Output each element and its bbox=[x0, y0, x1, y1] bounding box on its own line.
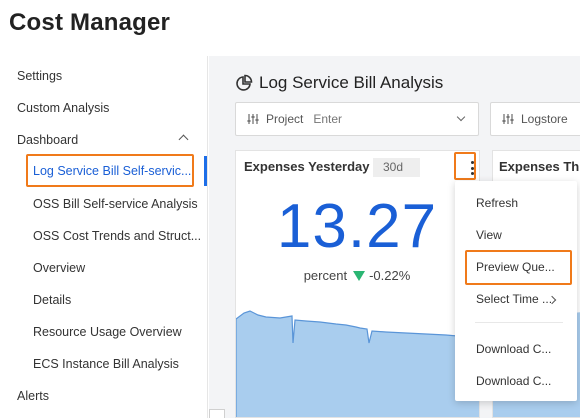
menu-item-preview-query[interactable]: Preview Que... bbox=[476, 260, 555, 274]
logstore-filter[interactable]: Logstore bbox=[490, 102, 580, 136]
sidebar-item-resource-usage[interactable]: Resource Usage Overview bbox=[0, 319, 208, 345]
menu-item-view[interactable]: View bbox=[476, 228, 502, 242]
chevron-up-icon bbox=[178, 134, 189, 145]
sidebar-item-log-service-bill[interactable]: Log Service Bill Self-servic... bbox=[0, 158, 208, 184]
more-options-icon[interactable] bbox=[464, 159, 479, 177]
filter-icon bbox=[502, 114, 514, 124]
sidebar-item-label: OSS Bill Self-service Analysis bbox=[33, 197, 198, 211]
chevron-down-icon[interactable] bbox=[456, 112, 466, 122]
pie-chart-icon bbox=[236, 74, 253, 91]
card-options-menu: Refresh View Preview Que... Select Time … bbox=[455, 181, 577, 401]
sidebar-item-ecs-instance-bill[interactable]: ECS Instance Bill Analysis bbox=[0, 351, 208, 377]
sidebar-item-overview[interactable]: Overview bbox=[0, 255, 208, 281]
app-title: Cost Manager bbox=[9, 9, 171, 36]
sidebar-item-label: Custom Analysis bbox=[17, 101, 110, 115]
page-header: Log Service Bill Analysis bbox=[235, 72, 443, 94]
filter-icon bbox=[247, 114, 259, 124]
menu-item-refresh[interactable]: Refresh bbox=[476, 196, 519, 210]
filter-label: Logstore bbox=[521, 112, 568, 126]
sidebar-item-alerts[interactable]: Alerts bbox=[0, 383, 208, 409]
expenses-yesterday-card: Expenses Yesterday 30d 13.27 percent -0.2… bbox=[235, 150, 480, 418]
menu-item-select-time[interactable]: Select Time ... bbox=[455, 285, 577, 313]
delta-label: percent bbox=[303, 268, 348, 283]
period-badge: 30d bbox=[373, 158, 420, 177]
sidebar: Settings Custom Analysis Dashboard Log S… bbox=[0, 56, 208, 418]
sidebar-item-settings[interactable]: Settings bbox=[0, 63, 208, 89]
menu-item-download-1[interactable]: Download C... bbox=[476, 342, 552, 356]
menu-divider bbox=[475, 322, 563, 323]
sidebar-item-label: Overview bbox=[33, 261, 86, 275]
sidebar-item-label: OSS Cost Trends and Struct... bbox=[33, 229, 202, 243]
active-indicator bbox=[204, 156, 207, 186]
project-input[interactable] bbox=[313, 112, 434, 126]
sidebar-item-oss-cost-trends[interactable]: OSS Cost Trends and Struct... bbox=[0, 223, 208, 249]
menu-item-download-2[interactable]: Download C... bbox=[476, 374, 552, 388]
trend-down-icon bbox=[353, 271, 366, 281]
sidebar-item-label: Settings bbox=[17, 69, 63, 83]
sidebar-item-label: Dashboard bbox=[17, 133, 79, 147]
card-title: Expenses Thi bbox=[499, 159, 580, 174]
sidebar-item-custom-analysis[interactable]: Custom Analysis bbox=[0, 95, 208, 121]
expense-trend-area-chart bbox=[236, 310, 479, 417]
project-filter[interactable]: Project bbox=[235, 102, 479, 136]
sidebar-item-label: Resource Usage Overview bbox=[33, 325, 182, 339]
sidebar-item-details[interactable]: Details bbox=[0, 287, 208, 313]
sidebar-item-label: ECS Instance Bill Analysis bbox=[33, 357, 179, 371]
sidebar-item-label: Alerts bbox=[17, 389, 49, 403]
filter-label: Project bbox=[266, 112, 304, 126]
sidebar-item-label: Details bbox=[33, 293, 72, 307]
card-title: Expenses Yesterday bbox=[244, 159, 370, 174]
delta-value: -0.22% bbox=[369, 268, 411, 283]
page-title: Log Service Bill Analysis bbox=[259, 73, 444, 92]
sidebar-item-oss-bill[interactable]: OSS Bill Self-service Analysis bbox=[0, 191, 208, 217]
sidebar-item-label: Log Service Bill Self-servic... bbox=[33, 164, 192, 178]
scrollbar-handle[interactable] bbox=[209, 409, 225, 418]
metric-delta: percent -0.22% bbox=[236, 268, 478, 283]
menu-item-label: Select Time ... bbox=[476, 292, 553, 306]
sidebar-item-dashboard[interactable]: Dashboard bbox=[0, 127, 208, 153]
metric-value: 13.27 bbox=[276, 192, 438, 261]
